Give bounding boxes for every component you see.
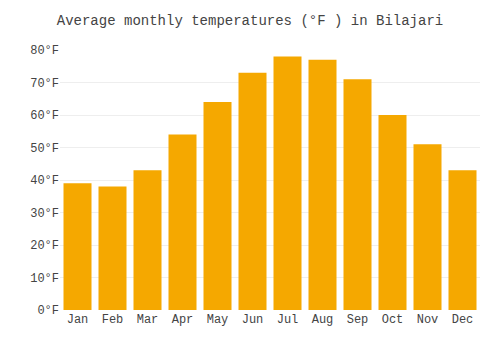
svg-text:Jul: Jul — [277, 313, 299, 327]
svg-text:Jun: Jun — [242, 313, 264, 327]
svg-text:Nov: Nov — [417, 313, 439, 327]
svg-text:Mar: Mar — [137, 313, 159, 327]
svg-text:10°F: 10°F — [30, 272, 59, 286]
svg-text:50°F: 50°F — [30, 142, 59, 156]
svg-text:30°F: 30°F — [30, 207, 59, 221]
svg-text:Dec: Dec — [452, 313, 474, 327]
svg-text:80°F: 80°F — [30, 44, 59, 58]
svg-text:70°F: 70°F — [30, 77, 59, 91]
svg-text:Jan: Jan — [67, 313, 89, 327]
svg-text:Average monthly temperatures (: Average monthly temperatures (°F ) in Bi… — [57, 13, 443, 29]
svg-text:Feb: Feb — [102, 313, 124, 327]
svg-text:Aug: Aug — [312, 313, 334, 327]
svg-text:40°F: 40°F — [30, 174, 59, 188]
svg-text:0°F: 0°F — [37, 304, 59, 318]
svg-text:Sep: Sep — [347, 313, 369, 327]
svg-text:Apr: Apr — [172, 313, 194, 327]
svg-text:Oct: Oct — [382, 313, 404, 327]
svg-text:20°F: 20°F — [30, 239, 59, 253]
svg-text:60°F: 60°F — [30, 109, 59, 123]
svg-text:May: May — [207, 313, 229, 327]
